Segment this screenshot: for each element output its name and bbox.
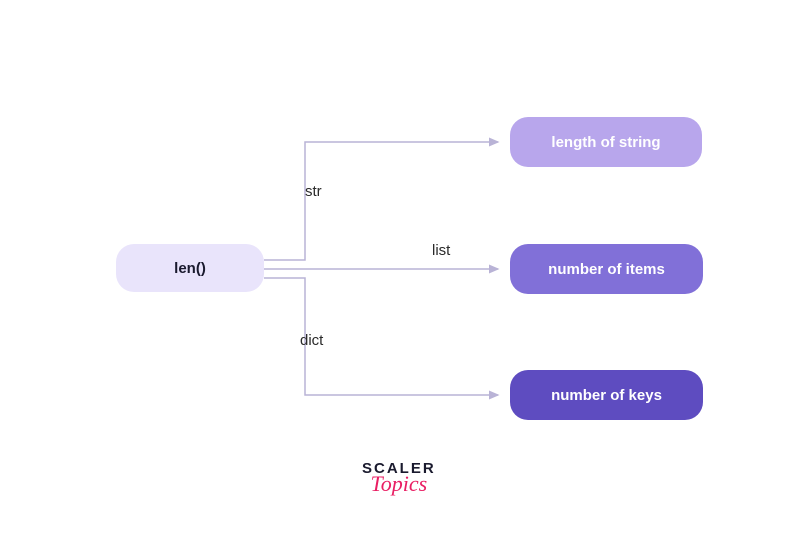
logo-text-bottom: Topics bbox=[362, 471, 436, 497]
edge-label-str: str bbox=[305, 183, 322, 200]
target-node-label: number of keys bbox=[551, 387, 662, 404]
edge-label-dict: dict bbox=[300, 332, 323, 349]
edge-label-list: list bbox=[432, 242, 450, 259]
diagram-canvas: len() length of string number of items n… bbox=[0, 0, 800, 539]
target-node-items-count: number of items bbox=[510, 244, 703, 294]
target-node-string-length: length of string bbox=[510, 117, 702, 167]
edge-str bbox=[264, 142, 498, 260]
target-node-keys-count: number of keys bbox=[510, 370, 703, 420]
target-node-label: length of string bbox=[551, 134, 660, 151]
scaler-logo: SCALER Topics bbox=[362, 460, 436, 497]
source-node-label: len() bbox=[174, 260, 206, 277]
source-node-len: len() bbox=[116, 244, 264, 292]
target-node-label: number of items bbox=[548, 261, 665, 278]
